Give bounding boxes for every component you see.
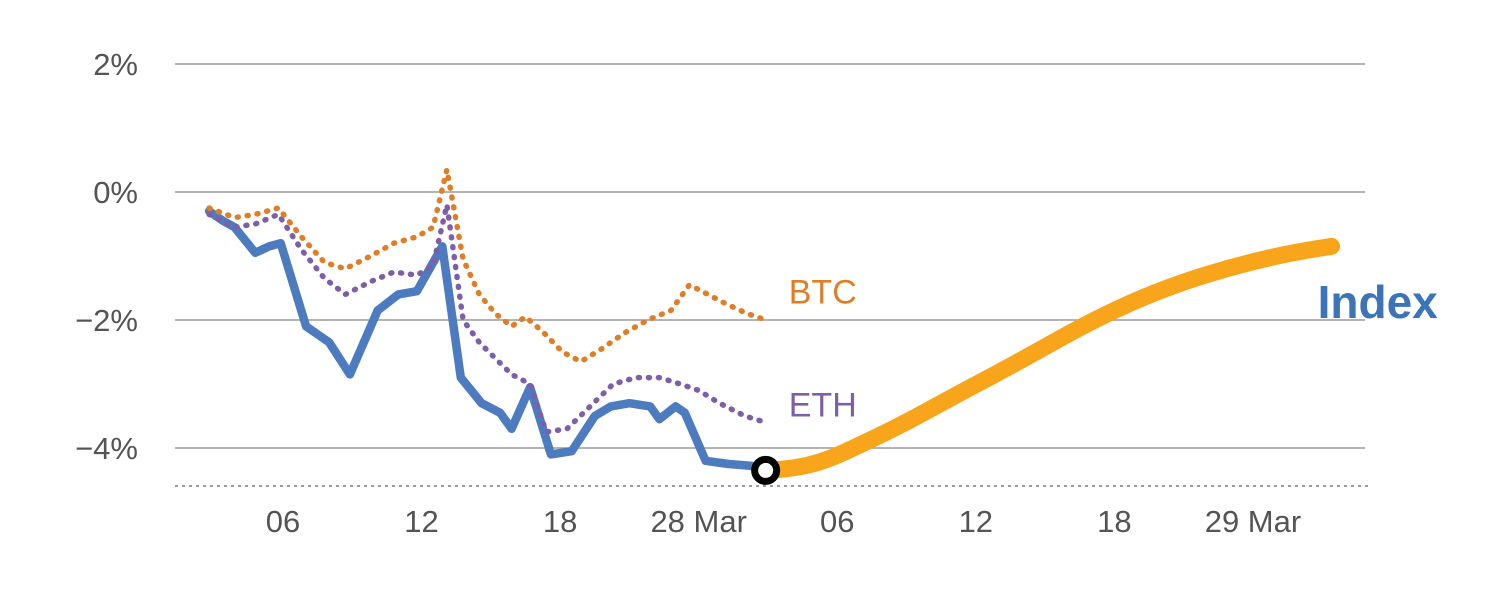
x-tick-label: 29 Mar bbox=[1205, 504, 1301, 539]
y-tick-label: −4% bbox=[75, 431, 138, 466]
btc-series-label: BTC bbox=[788, 273, 857, 312]
x-tick-label: 06 bbox=[266, 504, 300, 539]
index-series-label: Index bbox=[1317, 275, 1438, 328]
x-tick-label: 18 bbox=[543, 504, 577, 539]
current-value-marker bbox=[751, 455, 781, 485]
series-eth bbox=[206, 202, 769, 435]
y-tick-label: 2% bbox=[93, 47, 138, 82]
series-index-projection bbox=[757, 237, 1340, 479]
x-tick-label: 12 bbox=[404, 504, 438, 539]
x-tick-label: 28 Mar bbox=[650, 504, 746, 539]
x-tick-label: 06 bbox=[820, 504, 854, 539]
x-tick-label: 18 bbox=[1097, 504, 1131, 539]
series-btc bbox=[206, 166, 769, 365]
y-tick-label: 0% bbox=[93, 175, 138, 210]
y-tick-label: −2% bbox=[75, 303, 138, 338]
series-index-history bbox=[204, 206, 770, 475]
eth-series-label: ETH bbox=[788, 386, 857, 425]
x-tick-label: 12 bbox=[959, 504, 993, 539]
